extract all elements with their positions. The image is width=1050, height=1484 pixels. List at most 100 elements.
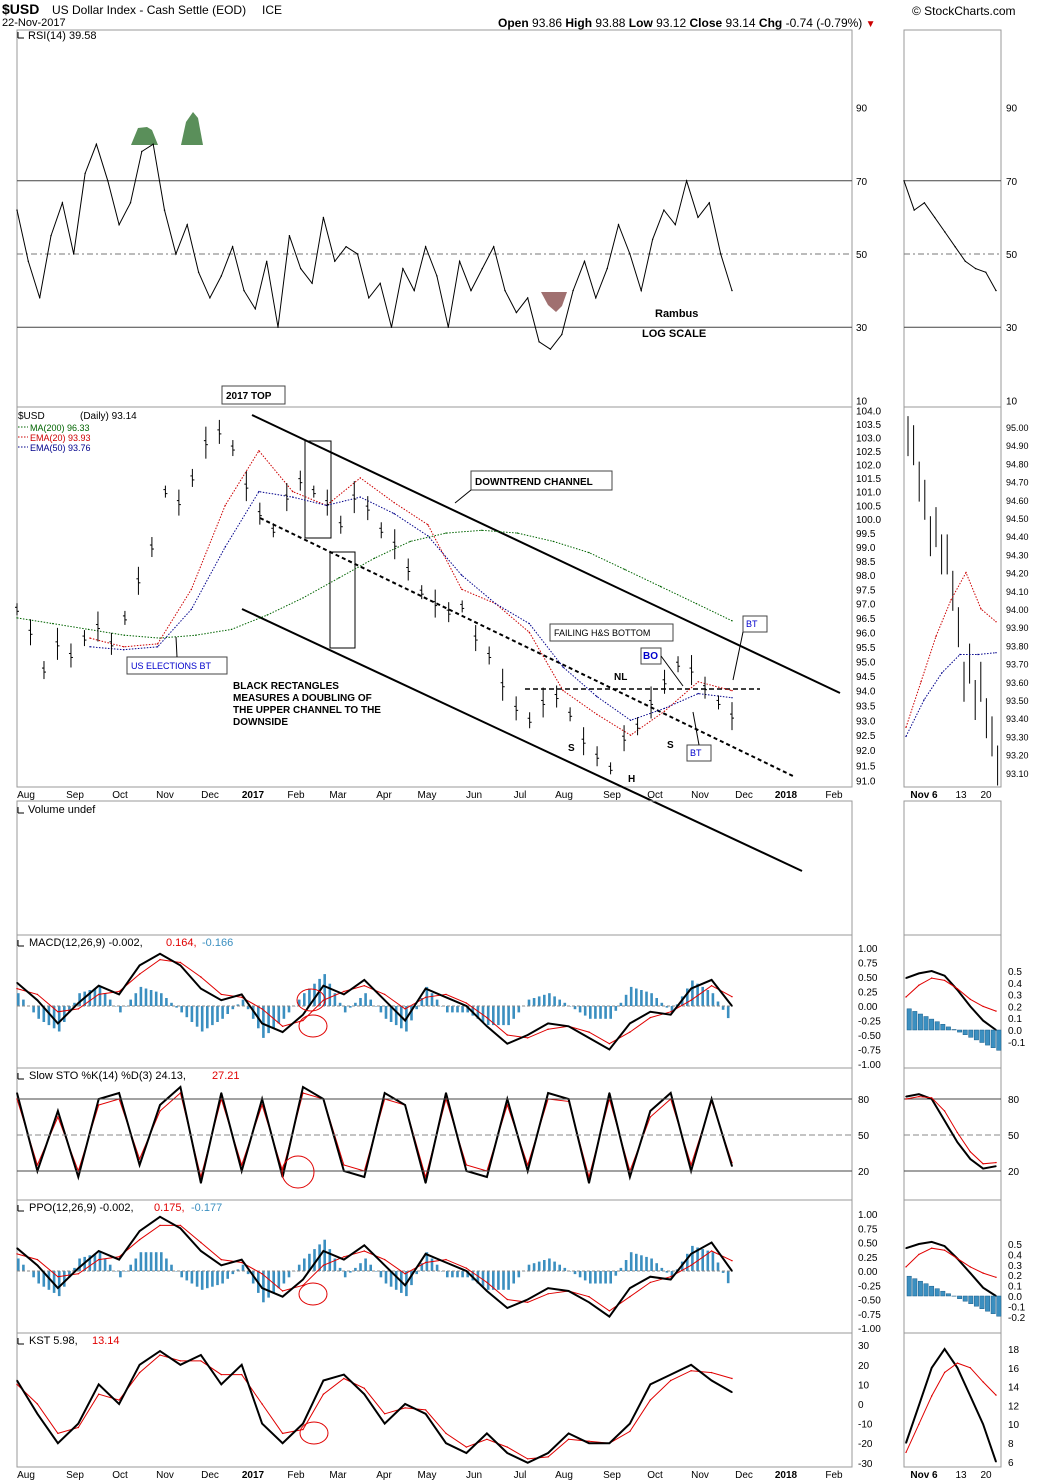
price-tick-label: 94.5	[856, 672, 876, 683]
open-value: 93.86	[532, 16, 563, 30]
ppo-histogram-bar	[573, 1271, 577, 1275]
sto-main-line-point	[384, 1092, 386, 1094]
rsi-line-point	[107, 180, 109, 182]
annotation-pointer	[175, 636, 178, 658]
ma200-line-point	[731, 620, 733, 622]
price-zoom-tick-label: 94.60	[1006, 496, 1029, 506]
rsi-line-point	[402, 267, 404, 270]
ppo-histogram-bar	[374, 1271, 378, 1272]
ppo-histogram-bar	[589, 1271, 592, 1284]
ppo-histogram-bar	[629, 1252, 633, 1271]
macd-main-line-point	[527, 1034, 529, 1036]
ppo-histogram-bar	[369, 1264, 372, 1271]
ppo-zoom-histogram-bar	[934, 1288, 940, 1297]
ema20-line	[89, 449, 733, 736]
ppo-histogram-bar	[461, 1271, 464, 1278]
annotation-s: S	[568, 743, 575, 754]
kst-main-line-point	[261, 1422, 263, 1425]
macd-histogram-bar	[563, 1002, 567, 1006]
price-x-tick-label: Dec	[201, 790, 219, 801]
ema50-line-point	[89, 646, 91, 648]
ppo-histogram-bar	[328, 1249, 332, 1271]
ema20-line-point	[629, 734, 632, 736]
price-zoom-tick-label: 93.20	[1006, 751, 1029, 761]
macd-histogram-bar	[206, 1006, 209, 1029]
ppo-signal-line-point	[588, 1296, 590, 1298]
channel-midline	[259, 517, 796, 778]
macd-signal-line-point	[731, 996, 733, 998]
rsi-line-point	[300, 267, 302, 270]
kst-signal-legend: 13.14	[92, 1335, 120, 1347]
sto-zoom-signal-line-point	[905, 1098, 907, 1100]
macd-zoom-histogram-bar	[979, 1029, 985, 1043]
macd-histogram-bar	[297, 999, 301, 1006]
ema20-zoom-line-point	[950, 599, 952, 601]
price-tick-label: 96.0	[856, 628, 876, 639]
rsi-overbought-fill	[181, 112, 203, 145]
kst-zoom-signal-line-point	[969, 1367, 971, 1369]
rsi-line-point	[322, 216, 325, 219]
sto-legend: Slow STO %K(14) %D(3) 24.13,	[29, 1070, 186, 1082]
macd-histogram-bar	[52, 1006, 56, 1029]
price-tick-label: 98.5	[856, 557, 876, 568]
ppo-main-line-point	[179, 1227, 182, 1230]
bottom-x-tick-label: Sep	[66, 1470, 84, 1481]
macd-zoom-histogram-bar	[934, 1021, 940, 1031]
kst-zoom-signal-line-point	[931, 1395, 933, 1397]
ppo-zoom-panel	[903, 1199, 1002, 1334]
kst-main-line-point	[179, 1364, 182, 1366]
black-rectangle	[329, 551, 356, 649]
zoom-x-tick-label: Nov 6	[910, 790, 938, 801]
ema50-line-point	[224, 546, 226, 548]
kst-signal-line-point	[220, 1373, 222, 1376]
rsi-zoom-line-point	[913, 209, 915, 211]
macd-histogram-bar	[154, 991, 158, 1006]
macd-histogram-bar	[696, 983, 699, 1006]
sto-zoom-tick-label: 80	[1008, 1095, 1020, 1106]
sto-main-line-point	[404, 1104, 406, 1106]
chart-symbol: $USD	[2, 1, 40, 17]
macd-signal-line-point	[179, 961, 182, 964]
price-tick-label: 98.0	[856, 571, 876, 582]
kst-signal-line-point	[179, 1360, 182, 1362]
macd-histogram-bar	[114, 1006, 117, 1007]
high-label: High	[565, 16, 593, 30]
macd-histogram-bar	[614, 1006, 618, 1011]
rsi-zoom-line-point	[995, 289, 997, 292]
macd-histogram-bar	[313, 983, 316, 1006]
price-zoom-tick-label: 93.60	[1006, 678, 1029, 688]
kst-main-line-point	[363, 1393, 365, 1395]
ma200-line-point	[266, 614, 268, 616]
rsi-line-point	[697, 216, 699, 219]
macd-histogram-bar	[277, 1006, 281, 1024]
ppo-signal-line-point	[57, 1276, 59, 1278]
ma200-line-point	[516, 532, 519, 534]
low-label: Low	[628, 16, 653, 30]
annotation-failing-hs-box	[549, 623, 674, 642]
ppo-histogram-bar	[52, 1271, 56, 1293]
sto-main-line-point	[629, 1176, 631, 1178]
ppo-histogram-bar	[481, 1271, 485, 1287]
macd-histogram-bar	[604, 1006, 607, 1019]
macd-histogram-bar	[129, 999, 132, 1006]
price-legend: (Daily) 93.14	[80, 411, 137, 422]
rsi-line-point	[436, 275, 438, 277]
rsi-legend: RSI(14) 39.58	[28, 30, 96, 42]
kst-zoom-signal-line-point	[905, 1451, 907, 1454]
macd-histogram-bar	[369, 999, 372, 1006]
sto-tick-label: 50	[858, 1131, 870, 1142]
price-tick-label: 97.5	[856, 585, 876, 596]
macd-zoom-histogram-bar	[923, 1016, 929, 1031]
bottom-x-tick-label: 2017	[242, 1470, 265, 1481]
macd-zoom-histogram-bar	[906, 1008, 912, 1031]
kst-zoom-main-line-point	[982, 1423, 984, 1425]
macd-zoom-main-line-point	[982, 1019, 984, 1022]
ema50-zoom-line	[905, 652, 997, 737]
macd-zoom-main-line-point	[905, 977, 907, 979]
ema50-zoom-line-point	[977, 653, 979, 656]
macd-main-line-point	[281, 1031, 284, 1033]
macd-histogram-bar	[384, 1006, 388, 1019]
kst-signal-line-point	[98, 1393, 100, 1395]
kst-main-line-point	[670, 1373, 672, 1376]
ppo-histogram-bar	[384, 1271, 388, 1284]
